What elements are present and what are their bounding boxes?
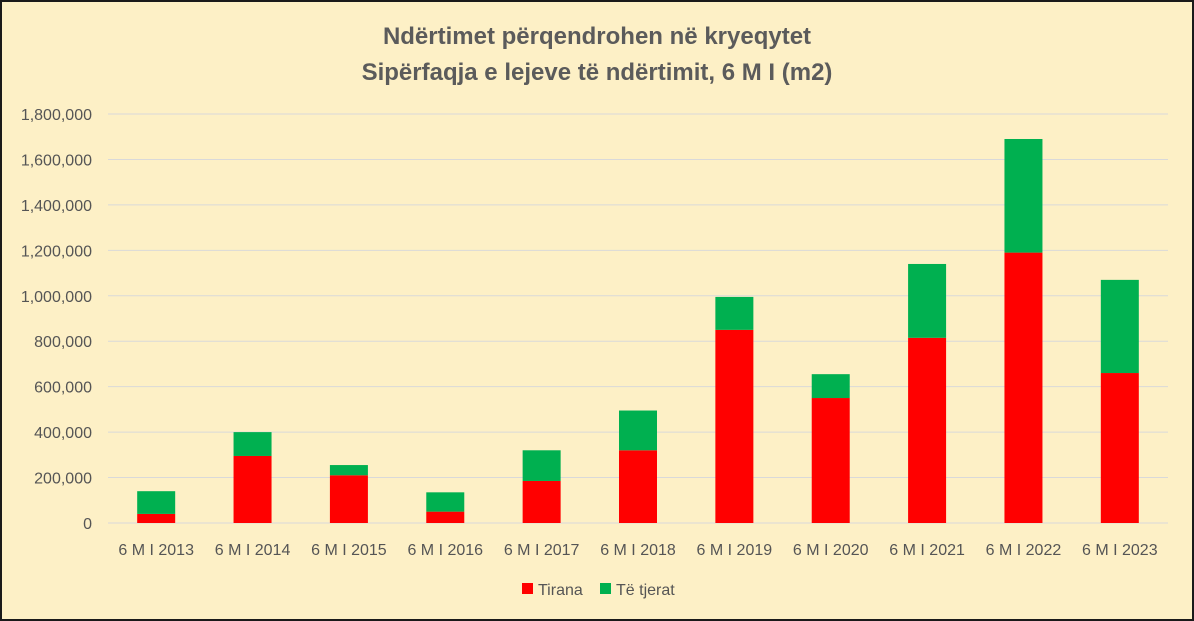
x-tick-label: 6 M I 2021 xyxy=(889,542,965,559)
bar-segment-te-tjerat xyxy=(908,263,947,338)
x-tick-label: 6 M I 2013 xyxy=(118,542,194,559)
bar-segment-te-tjerat xyxy=(715,296,754,330)
y-tick-label: 600,000 xyxy=(34,380,92,397)
bar-segment-tirana xyxy=(522,480,561,523)
bars xyxy=(137,138,1139,523)
bar-segment-te-tjerat xyxy=(1004,138,1043,253)
y-tick-label: 0 xyxy=(83,516,92,533)
bar-segment-te-tjerat xyxy=(811,374,850,399)
bar-segment-tirana xyxy=(619,450,657,523)
bar-segment-tirana xyxy=(426,511,465,523)
y-tick-label: 400,000 xyxy=(34,425,92,442)
bar-segment-te-tjerat xyxy=(426,492,465,512)
legend: Tirana Të tjerat xyxy=(522,582,675,599)
bar-segment-tirana xyxy=(1004,252,1043,523)
y-tick-label: 200,000 xyxy=(34,471,92,488)
bar-segment-tirana xyxy=(233,455,272,523)
legend-label: Të tjerat xyxy=(616,582,675,599)
x-tick-label: 6 M I 2018 xyxy=(600,542,676,559)
y-axis: 0 200,000 400,000 600,000 800,000 1,000,000 1,… xyxy=(21,107,92,533)
bar-segment-te-tjerat xyxy=(329,465,368,476)
gridlines xyxy=(108,113,1168,524)
bar-segment-tirana xyxy=(137,513,176,523)
y-tick-label: 1,400,000 xyxy=(21,198,92,215)
chart-subtitle: Sipërfaqja e lejeve të ndërtimit, 6 M I … xyxy=(362,59,833,86)
legend-label: Tirana xyxy=(538,582,583,599)
bar-segment-te-tjerat xyxy=(522,450,561,481)
y-tick-label: 800,000 xyxy=(34,334,92,351)
x-tick-label: 6 M I 2016 xyxy=(407,542,483,559)
x-tick-label: 6 M I 2022 xyxy=(986,542,1062,559)
x-tick-label: 6 M I 2015 xyxy=(311,542,387,559)
legend-swatch xyxy=(600,583,611,594)
bar-segment-tirana xyxy=(715,329,754,523)
x-tick-label: 6 M I 2014 xyxy=(215,542,291,559)
bar-segment-te-tjerat xyxy=(137,491,176,514)
x-tick-label: 6 M I 2017 xyxy=(504,542,580,559)
bar-segment-te-tjerat xyxy=(233,432,272,456)
y-tick-label: 1,600,000 xyxy=(21,152,92,169)
y-tick-label: 1,800,000 xyxy=(21,107,92,124)
x-tick-label: 6 M I 2019 xyxy=(697,542,773,559)
bar-segment-te-tjerat xyxy=(1100,279,1139,374)
y-tick-label: 1,000,000 xyxy=(21,289,92,306)
bar-segment-te-tjerat xyxy=(619,410,657,451)
x-tick-label: 6 M I 2020 xyxy=(793,542,869,559)
chart-title: Ndërtimet përqendrohen në kryeqytet xyxy=(383,23,811,50)
bar-segment-tirana xyxy=(811,398,850,523)
legend-swatch xyxy=(522,583,533,594)
bar-segment-tirana xyxy=(329,475,368,523)
bar-segment-tirana xyxy=(1100,373,1139,523)
x-tick-label: 6 M I 2023 xyxy=(1082,542,1158,559)
x-axis: 6 M I 2013 6 M I 2014 6 M I 2015 6 M I 2016… xyxy=(118,542,1157,559)
bar-segment-tirana xyxy=(908,337,947,523)
y-tick-label: 1,200,000 xyxy=(21,243,92,260)
